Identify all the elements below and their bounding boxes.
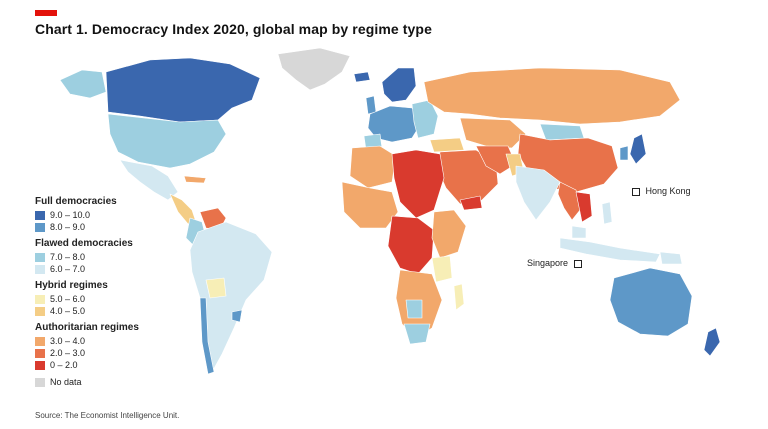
legend-label: 6.0 – 7.0 (50, 264, 86, 274)
region-madagascar (453, 283, 465, 311)
legend-heading: Hybrid regimes (35, 280, 108, 291)
region-mexico (119, 159, 179, 201)
region-greenland (277, 47, 351, 91)
legend-heading: Full democracies (35, 196, 117, 207)
region-japan (629, 133, 647, 165)
legend-swatch (35, 222, 45, 232)
legend-group-full-democracies: Full democracies 9.0 – 10.0 8.0 – 9.0 (35, 196, 139, 233)
region-southeast-asia (557, 181, 581, 221)
region-iran (475, 145, 517, 175)
legend-item: 2.0 – 3.0 (35, 347, 139, 359)
legend-swatch (35, 360, 45, 370)
region-south-africa (403, 323, 431, 345)
legend-item: 4.0 – 5.0 (35, 305, 139, 317)
legend-label: 8.0 – 9.0 (50, 222, 86, 232)
legend-label: 3.0 – 4.0 (50, 336, 86, 346)
legend-item: 3.0 – 4.0 (35, 335, 139, 347)
legend-group-hybrid-regimes: Hybrid regimes 5.0 – 6.0 4.0 – 5.0 (35, 280, 139, 317)
legend-group-flawed-democracies: Flawed democracies 7.0 – 8.0 6.0 – 7.0 (35, 238, 139, 275)
region-papua (659, 251, 683, 265)
region-central-asia (459, 117, 527, 149)
legend-group-authoritarian-regimes: Authoritarian regimes 3.0 – 4.0 2.0 – 3.… (35, 322, 139, 371)
legend-swatch (35, 264, 45, 274)
region-usa (107, 113, 227, 169)
legend-swatch (35, 306, 45, 316)
region-east-africa (431, 209, 467, 259)
region-alaska (59, 69, 107, 99)
legend-item: 5.0 – 6.0 (35, 293, 139, 305)
legend-item: 0 – 2.0 (35, 359, 139, 371)
region-uk (365, 95, 377, 115)
region-korea (619, 145, 629, 161)
legend-label: 2.0 – 3.0 (50, 348, 86, 358)
region-russia (423, 67, 681, 125)
region-western-europe (367, 105, 423, 143)
legend-swatch (35, 210, 45, 220)
legend-swatch (35, 377, 45, 387)
legend-swatch (35, 252, 45, 262)
legend-swatch (35, 348, 45, 358)
legend-label: 0 – 2.0 (50, 360, 78, 370)
legend-heading: Authoritarian regimes (35, 322, 139, 333)
region-cuba (183, 175, 207, 184)
region-botswana (405, 299, 423, 319)
legend-heading: Flawed democracies (35, 238, 133, 249)
legend-label: 4.0 – 5.0 (50, 306, 86, 316)
singapore-label: Singapore (527, 258, 569, 268)
legend-label: No data (50, 377, 82, 387)
hong-kong-callout: Hong Kong (632, 186, 691, 196)
region-turkey (429, 137, 465, 153)
legend: Full democracies 9.0 – 10.0 8.0 – 9.0 Fl… (35, 196, 139, 388)
region-bolivia (205, 277, 227, 299)
chart-title: Chart 1. Democracy Index 2020, global ma… (35, 21, 432, 37)
source-note: Source: The Economist Intelligence Unit. (35, 411, 180, 420)
region-iceland (353, 71, 371, 83)
legend-item: 8.0 – 9.0 (35, 221, 139, 233)
legend-swatch (35, 336, 45, 346)
region-north-africa-east (391, 149, 445, 219)
legend-label: 5.0 – 6.0 (50, 294, 86, 304)
singapore-marker (573, 259, 582, 268)
legend-item: 6.0 – 7.0 (35, 263, 139, 275)
region-uruguay (231, 309, 243, 323)
region-east-africa-south (431, 255, 453, 283)
region-yemen (459, 195, 483, 211)
region-south-america (189, 221, 273, 373)
region-australia (609, 267, 693, 337)
region-canada (105, 57, 261, 123)
legend-item: 7.0 – 8.0 (35, 251, 139, 263)
region-west-africa (341, 181, 399, 229)
region-central-africa (387, 215, 435, 275)
region-chile (199, 297, 215, 375)
legend-label: 9.0 – 10.0 (50, 210, 91, 220)
region-new-zealand (703, 327, 721, 357)
brand-accent-bar (35, 10, 57, 16)
region-mongolia (539, 123, 585, 141)
legend-item: 9.0 – 10.0 (35, 209, 139, 221)
legend-swatch (35, 294, 45, 304)
hong-kong-label: Hong Kong (645, 186, 691, 196)
region-india (515, 165, 561, 221)
region-indochina (575, 191, 593, 223)
legend-item-no-data: No data (35, 376, 139, 388)
region-philippines (601, 201, 613, 225)
region-north-africa-west (349, 145, 397, 189)
region-malaysia (571, 225, 587, 239)
hong-kong-marker (632, 187, 640, 196)
world-map (59, 47, 721, 375)
region-scandinavia (381, 67, 417, 103)
singapore-callout: Singapore (527, 258, 582, 268)
region-indonesia (559, 237, 661, 263)
legend-label: 7.0 – 8.0 (50, 252, 86, 262)
